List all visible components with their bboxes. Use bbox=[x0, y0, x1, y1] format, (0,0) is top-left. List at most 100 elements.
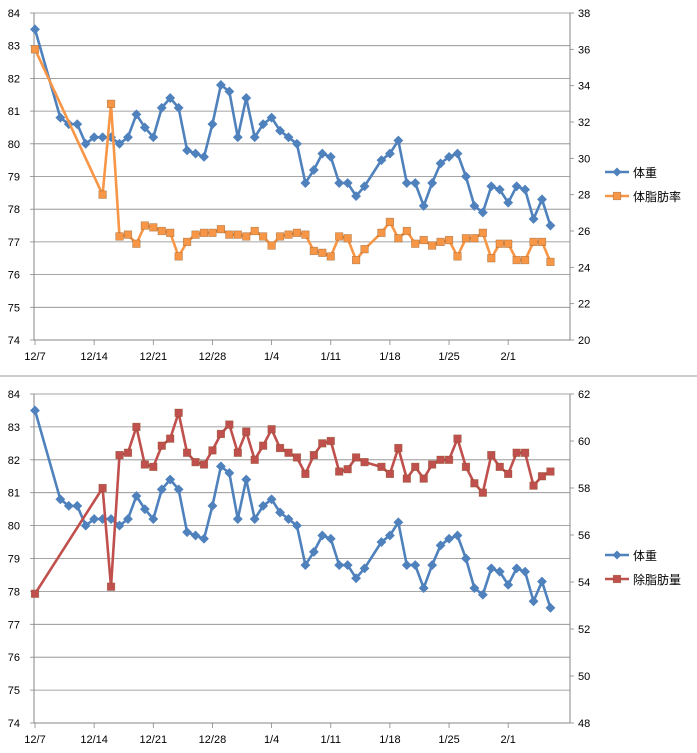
data-point bbox=[250, 226, 259, 236]
data-point bbox=[545, 220, 556, 231]
data-point bbox=[259, 441, 268, 450]
data-point bbox=[208, 228, 217, 237]
data-point bbox=[191, 458, 200, 467]
data-point bbox=[224, 468, 235, 478]
data-point bbox=[394, 443, 403, 453]
x-tick-label: 1/11 bbox=[320, 351, 341, 363]
data-point bbox=[343, 234, 352, 243]
x-tick-label: 12/21 bbox=[140, 351, 168, 363]
x-tick-label: 2/1 bbox=[501, 351, 516, 363]
data-point bbox=[98, 483, 107, 493]
y-left-tick-label: 76 bbox=[8, 270, 20, 282]
y-right-tick-label: 38 bbox=[578, 8, 590, 20]
data-point bbox=[470, 234, 479, 243]
data-point bbox=[376, 537, 387, 547]
data-point bbox=[325, 151, 336, 162]
data-point bbox=[301, 469, 310, 479]
data-point bbox=[148, 514, 159, 524]
data-point bbox=[317, 530, 328, 541]
y-right-tick-label: 34 bbox=[578, 81, 590, 93]
data-point bbox=[453, 434, 462, 443]
data-point bbox=[520, 255, 530, 265]
data-point bbox=[55, 112, 66, 123]
data-point bbox=[478, 488, 487, 497]
data-point bbox=[520, 448, 530, 457]
data-point bbox=[342, 560, 353, 571]
x-tick-label: 12/7 bbox=[24, 351, 45, 363]
data-point bbox=[309, 246, 318, 256]
data-point bbox=[435, 540, 446, 551]
data-point bbox=[284, 448, 293, 457]
data-point bbox=[63, 500, 74, 511]
data-point bbox=[132, 239, 141, 248]
data-point bbox=[393, 517, 404, 528]
data-point bbox=[131, 491, 142, 501]
x-tick-label: 1/4 bbox=[264, 734, 279, 746]
data-point bbox=[258, 119, 269, 130]
legend-marker bbox=[612, 191, 622, 201]
data-point bbox=[156, 102, 167, 113]
data-point bbox=[149, 223, 158, 232]
x-tick-label: 1/11 bbox=[320, 734, 341, 746]
data-point bbox=[470, 479, 479, 488]
data-point bbox=[452, 530, 463, 541]
data-point bbox=[191, 230, 200, 239]
x-tick-label: 12/14 bbox=[80, 734, 108, 746]
data-point bbox=[183, 448, 192, 457]
data-point bbox=[106, 514, 116, 524]
data-point bbox=[232, 132, 243, 143]
data-point bbox=[529, 237, 538, 247]
data-point bbox=[114, 138, 125, 149]
legend-marker bbox=[612, 550, 622, 560]
data-point bbox=[190, 530, 201, 541]
data-point bbox=[106, 99, 116, 108]
data-point bbox=[461, 462, 471, 471]
data-point bbox=[233, 448, 242, 457]
data-point bbox=[241, 93, 252, 103]
data-point bbox=[275, 232, 285, 241]
data-point bbox=[215, 461, 226, 472]
data-point bbox=[292, 138, 302, 149]
data-point bbox=[401, 178, 412, 188]
data-point bbox=[318, 439, 327, 448]
data-point bbox=[528, 596, 539, 607]
data-point bbox=[427, 560, 438, 571]
y-left-tick-label: 78 bbox=[8, 204, 20, 216]
legend-label: 除脂肪量 bbox=[633, 572, 681, 587]
chart-2: 74 75 76 77 78 79 80 81 82 83 84 48 50 52 54 56 58 60 62 12… bbox=[8, 389, 681, 746]
data-point bbox=[183, 237, 192, 247]
data-point bbox=[487, 254, 496, 263]
data-point bbox=[199, 228, 209, 237]
data-point bbox=[115, 232, 124, 241]
y-right-tick-label: 36 bbox=[578, 44, 590, 56]
data-point bbox=[55, 494, 66, 505]
data-point bbox=[157, 441, 166, 450]
data-point bbox=[411, 239, 420, 248]
data-point bbox=[495, 239, 504, 248]
data-point bbox=[242, 427, 251, 436]
data-point bbox=[504, 469, 513, 479]
data-point bbox=[487, 450, 496, 460]
data-point bbox=[174, 252, 183, 261]
data-point bbox=[377, 228, 386, 237]
data-point bbox=[504, 239, 513, 248]
data-point bbox=[545, 602, 556, 613]
data-point bbox=[199, 151, 209, 162]
data-point bbox=[418, 583, 429, 594]
data-point bbox=[444, 235, 454, 245]
data-point bbox=[385, 469, 395, 479]
data-point bbox=[267, 425, 276, 434]
data-point bbox=[528, 214, 539, 224]
x-tick-label: 1/18 bbox=[379, 734, 400, 746]
data-point bbox=[30, 589, 40, 598]
data-point bbox=[512, 448, 521, 457]
data-point bbox=[511, 563, 522, 574]
data-point bbox=[131, 109, 142, 120]
data-point bbox=[359, 181, 370, 192]
data-point bbox=[351, 191, 362, 202]
data-point bbox=[402, 226, 411, 236]
data-point bbox=[123, 132, 133, 143]
data-point bbox=[444, 533, 454, 544]
data-point bbox=[435, 158, 446, 169]
